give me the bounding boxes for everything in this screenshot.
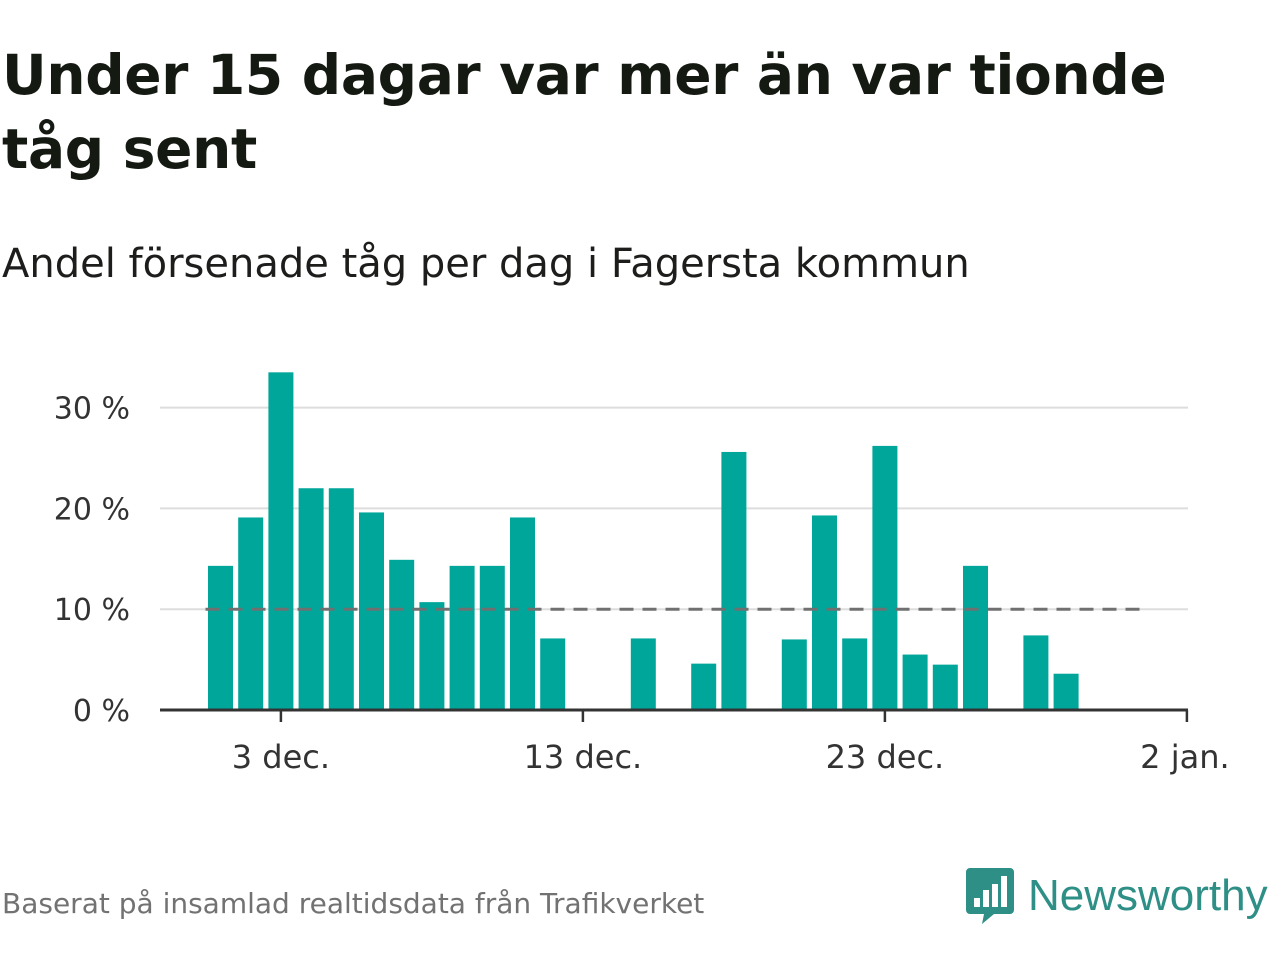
bars (208, 372, 1079, 710)
bar (510, 517, 535, 710)
bar (449, 565, 475, 710)
chart-title: Under 15 dagar var mer än var tionde tåg… (2, 43, 1167, 181)
y-tick-label: 30 % (54, 392, 130, 427)
bar (208, 565, 233, 710)
bar (963, 565, 988, 710)
brand-name: Newsworthy (1028, 871, 1268, 920)
bar (721, 451, 747, 710)
bar (902, 654, 928, 710)
bar (1053, 673, 1079, 710)
x-tick-label: 23 dec. (826, 738, 945, 776)
x-tick-labels: 3 dec. 13 dec. 23 dec. 2 jan. (232, 738, 1230, 776)
brand-logo: Newsworthy (964, 864, 1268, 928)
bar (540, 638, 566, 710)
bar (268, 372, 294, 710)
bar (812, 515, 837, 710)
source-note: Baserat på insamlad realtidsdata från Tr… (2, 887, 705, 920)
y-tick-label: 0 % (73, 694, 130, 729)
bar (298, 488, 324, 710)
x-axis (160, 708, 1189, 722)
x-tick-label: 13 dec. (524, 738, 643, 776)
bar (419, 602, 445, 710)
y-tick-label: 10 % (54, 593, 130, 628)
bar (872, 445, 898, 710)
chart-subtitle: Andel försenade tåg per dag i Fagersta k… (2, 241, 970, 287)
bar-chart-speech-bubble-icon (966, 868, 1014, 924)
x-tick-label: 3 dec. (232, 738, 330, 776)
x-tick-label: 2 jan. (1140, 738, 1229, 776)
y-tick-label: 20 % (54, 492, 130, 527)
bar (691, 663, 717, 710)
bar (328, 488, 354, 710)
bar (630, 638, 656, 710)
bar (389, 559, 415, 710)
bar (359, 512, 384, 710)
bar-chart: 0 % 10 % 20 % 30 % 3 dec. 13 dec. 23 dec. 2 ja… (54, 372, 1230, 776)
bar (781, 639, 807, 710)
bar (842, 638, 868, 710)
bar (238, 517, 264, 710)
bar (479, 565, 505, 710)
y-tick-labels: 0 % 10 % 20 % 30 % (54, 392, 130, 729)
bar (1023, 635, 1049, 710)
bar (932, 664, 958, 710)
